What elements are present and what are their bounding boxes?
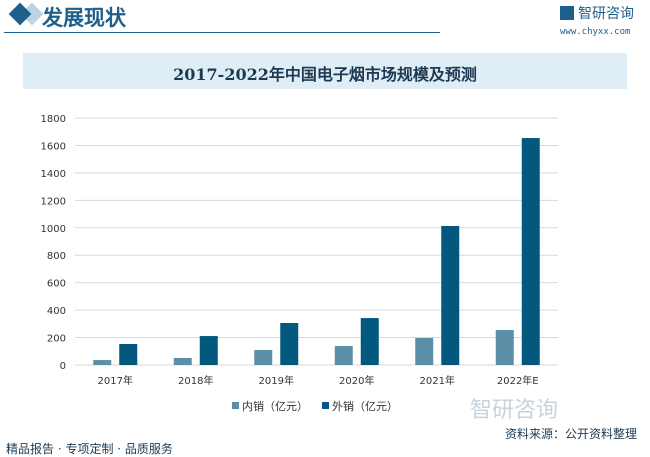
bar-inner [93,360,112,365]
y-tick-label: 1600 [41,141,66,152]
y-tick-label: 800 [47,251,66,262]
x-tick-label: 2017年 [98,374,133,387]
legend-swatch [322,402,329,409]
y-tick-label: 0 [60,361,66,372]
x-tick-label: 2018年 [178,374,213,387]
x-tick-label: 2022年E [497,374,539,387]
bar-outer [441,225,460,365]
site-url: www.chyxx.com [560,27,631,37]
y-tick-label: 400 [47,306,66,317]
chart-title: 2017-2022年中国电子烟市场规模及预测 [173,65,477,84]
bar-outer [199,336,218,365]
x-tick-label: 2019年 [259,374,294,387]
header-divider [4,32,440,33]
bar-outer [521,138,540,365]
y-tick-label: 1800 [41,114,66,125]
y-tick-label: 1200 [41,196,66,207]
legend-label: 内销（亿元） [242,399,308,413]
footer-tagline: 精品报告 · 专项定制 · 品质服务 [6,442,173,456]
bar-outer [280,323,299,365]
y-tick-label: 1400 [41,169,66,180]
legend-swatch [232,402,239,409]
section-title: 发展现状 [42,5,126,30]
watermark: 智研咨询 [470,398,559,423]
brand-logo: 智研咨询 [560,3,634,23]
chart-title-bar: 2017-2022年中国电子烟市场规模及预测 [23,53,627,89]
source-note: 资料来源：公开资料整理 [505,427,638,441]
y-tick-label: 600 [47,279,66,290]
x-tick-label: 2020年 [339,374,374,387]
bar-inner [254,350,273,365]
logo-icon [560,6,574,20]
bar-inner [334,346,353,365]
bar-outer [360,318,379,365]
bar-inner [495,330,514,365]
y-tick-label: 1000 [41,224,66,235]
x-tick-label: 2021年 [420,374,455,387]
bar-inner [415,337,434,365]
legend-label: 外销（亿元） [332,399,398,413]
bar-outer [119,344,138,365]
bar-inner [173,358,192,365]
y-tick-label: 200 [47,334,66,345]
logo-text: 智研咨询 [578,6,634,22]
